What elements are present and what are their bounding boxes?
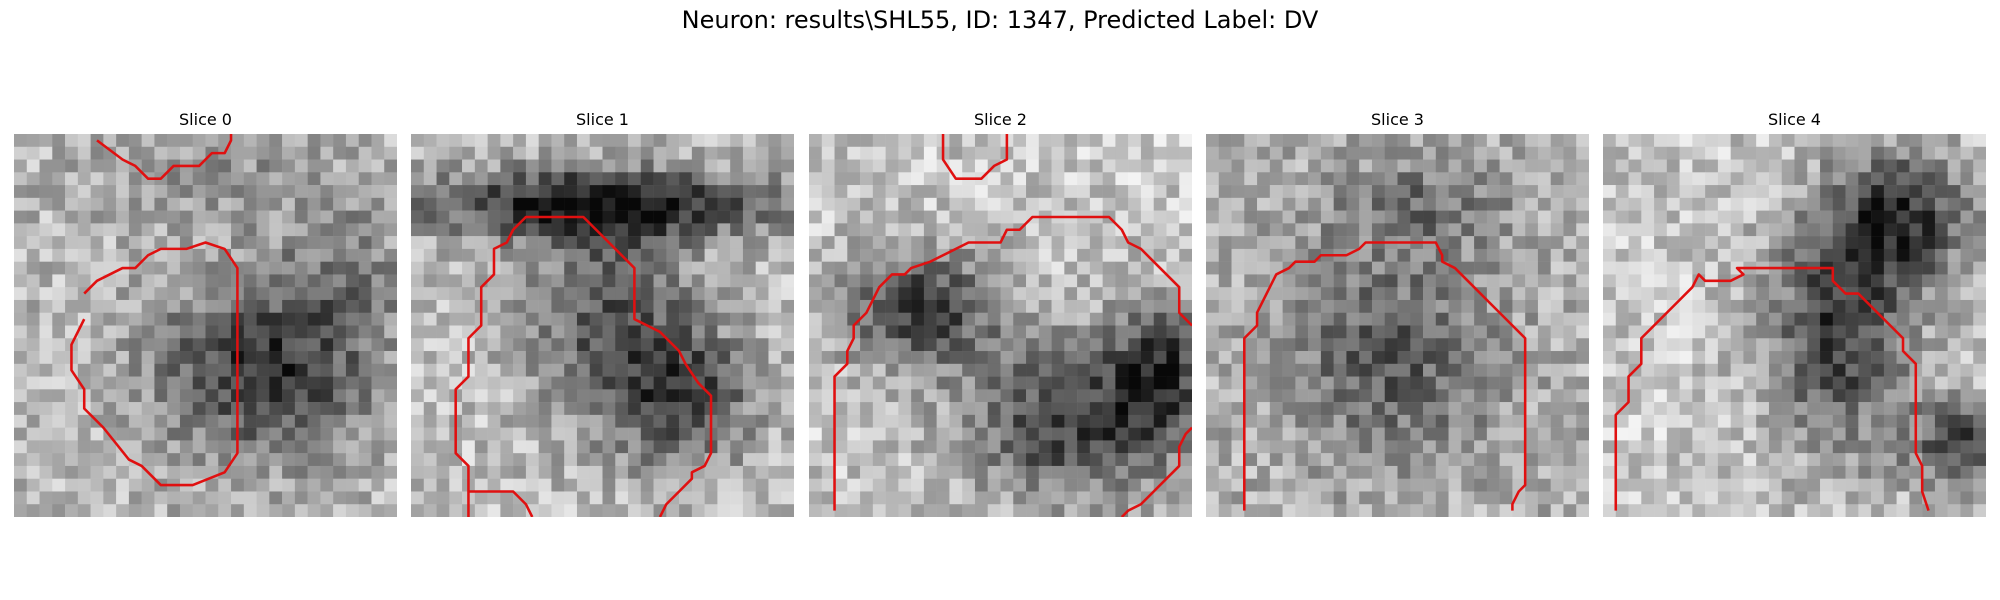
panel-title-slice-0: Slice 0 bbox=[179, 110, 232, 129]
slice-image-4 bbox=[1603, 134, 1986, 517]
roi-contour bbox=[1614, 266, 1930, 512]
roi-contour bbox=[1243, 241, 1527, 511]
roi-contour bbox=[833, 215, 1192, 511]
slice-image-2 bbox=[809, 134, 1192, 517]
roi-contour bbox=[454, 215, 713, 517]
panel-title-slice-1: Slice 1 bbox=[576, 110, 629, 129]
figure-title: Neuron: results\SHL55, ID: 1347, Predict… bbox=[681, 6, 1319, 34]
panel-title-slice-3: Slice 3 bbox=[1371, 110, 1424, 129]
slice-image-3 bbox=[1206, 134, 1589, 517]
roi-contour bbox=[96, 134, 233, 180]
slice-image-0 bbox=[14, 134, 397, 517]
panel-title-slice-2: Slice 2 bbox=[974, 110, 1027, 129]
roi-contour bbox=[941, 134, 1009, 180]
panel-title-slice-4: Slice 4 bbox=[1768, 110, 1821, 129]
roi-contour bbox=[70, 241, 239, 487]
roi-contour bbox=[1120, 426, 1192, 517]
slice-image-1 bbox=[411, 134, 794, 517]
roi-contour bbox=[468, 490, 534, 517]
